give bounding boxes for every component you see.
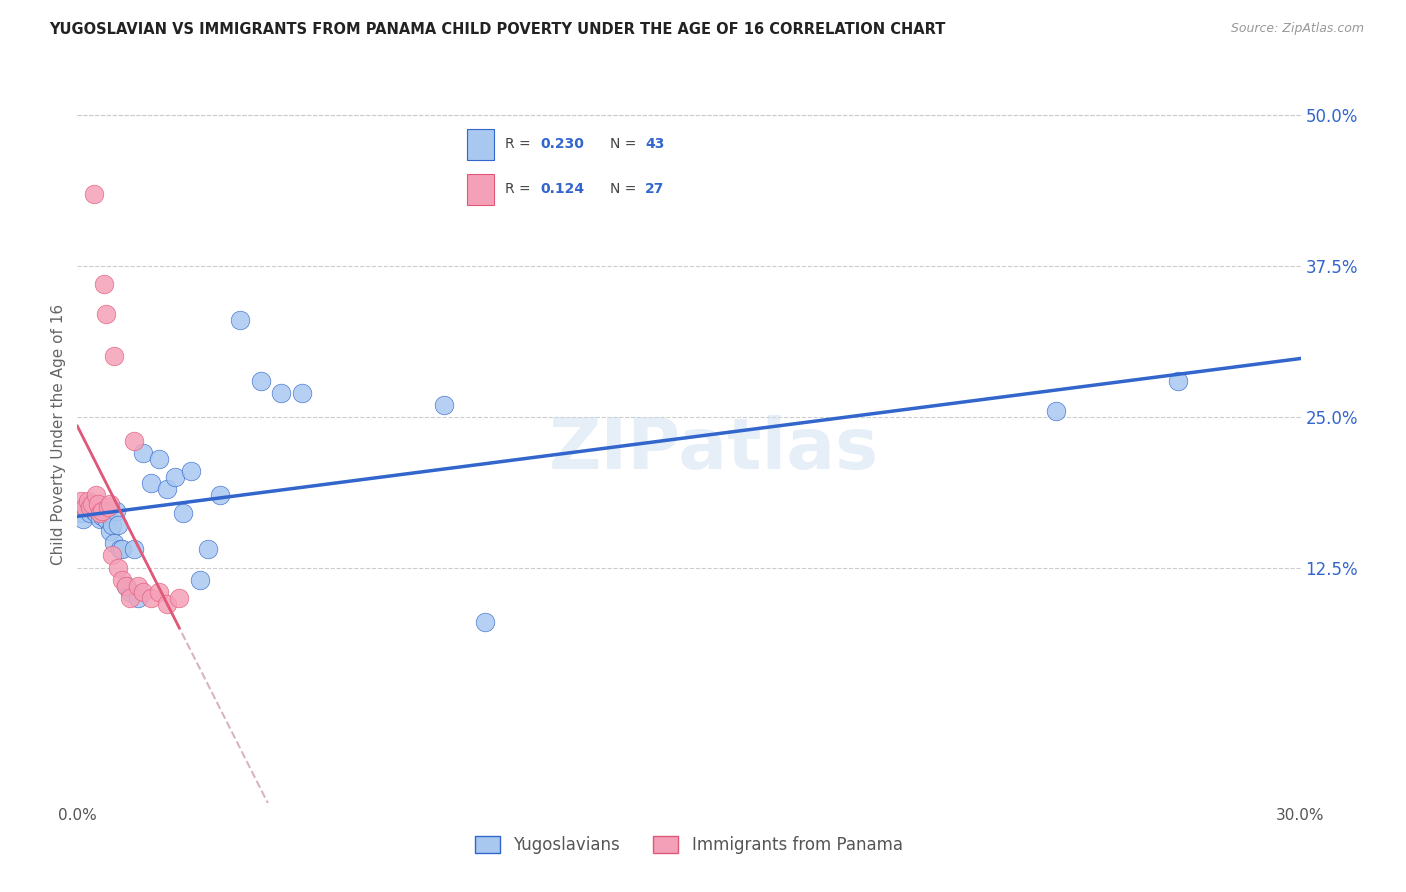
Point: [270, 385, 292, 400]
Point: [84, 506, 107, 520]
Point: [124, 434, 146, 448]
Text: YUGOSLAVIAN VS IMMIGRANTS FROM PANAMA CHILD POVERTY UNDER THE AGE OF 16 CORRELAT: YUGOSLAVIAN VS IMMIGRANTS FROM PANAMA CH…: [49, 22, 946, 37]
Point: [103, 350, 125, 364]
Point: [105, 504, 128, 518]
Point: [197, 542, 219, 557]
Point: [124, 542, 146, 557]
Point: [139, 591, 162, 605]
Point: [72, 512, 94, 526]
Point: [208, 488, 231, 502]
Point: [98, 497, 121, 511]
Point: [103, 536, 125, 550]
Point: [111, 542, 134, 557]
Point: [148, 452, 170, 467]
Point: [148, 584, 170, 599]
Point: [433, 398, 456, 412]
Point: [87, 500, 110, 515]
Point: [229, 313, 252, 327]
Point: [93, 504, 115, 518]
Point: [111, 573, 134, 587]
Point: [1045, 403, 1067, 417]
Point: [93, 277, 115, 291]
Point: [79, 506, 101, 520]
Point: [76, 497, 98, 511]
Point: [139, 476, 162, 491]
Text: ZIPatlas: ZIPatlas: [548, 415, 879, 484]
Point: [127, 579, 149, 593]
Point: [250, 374, 273, 388]
Point: [127, 591, 149, 605]
Point: [115, 579, 138, 593]
Point: [94, 512, 117, 526]
Point: [101, 549, 124, 563]
Point: [131, 446, 153, 460]
Point: [101, 518, 124, 533]
Point: [474, 615, 496, 629]
Point: [120, 584, 142, 599]
Point: [90, 508, 112, 523]
Point: [107, 518, 129, 533]
Point: [94, 307, 117, 321]
Point: [290, 385, 312, 400]
Point: [131, 584, 153, 599]
Point: [76, 494, 98, 508]
Point: [89, 506, 111, 520]
Point: [75, 500, 97, 515]
Point: [75, 500, 97, 515]
Point: [156, 482, 179, 496]
Point: [70, 494, 93, 508]
Point: [98, 524, 121, 539]
Point: [83, 504, 105, 518]
Point: [172, 506, 194, 520]
Point: [90, 504, 112, 518]
Point: [156, 597, 179, 611]
Point: [188, 573, 211, 587]
Point: [87, 497, 110, 511]
Point: [120, 591, 142, 605]
Point: [80, 500, 103, 515]
Point: [107, 560, 129, 574]
Point: [80, 497, 103, 511]
Point: [83, 186, 105, 201]
Point: [115, 579, 138, 593]
Point: [89, 512, 111, 526]
Point: [169, 591, 191, 605]
Point: [79, 500, 101, 515]
Point: [70, 506, 93, 520]
Point: [180, 464, 202, 478]
Legend: Yugoslavians, Immigrants from Panama: Yugoslavians, Immigrants from Panama: [468, 830, 910, 861]
Text: Source: ZipAtlas.com: Source: ZipAtlas.com: [1230, 22, 1364, 36]
Point: [97, 500, 120, 515]
Point: [108, 542, 131, 557]
Point: [1167, 374, 1189, 388]
Point: [165, 470, 187, 484]
Y-axis label: Child Poverty Under the Age of 16: Child Poverty Under the Age of 16: [51, 304, 66, 566]
Point: [84, 488, 107, 502]
Point: [97, 506, 120, 520]
